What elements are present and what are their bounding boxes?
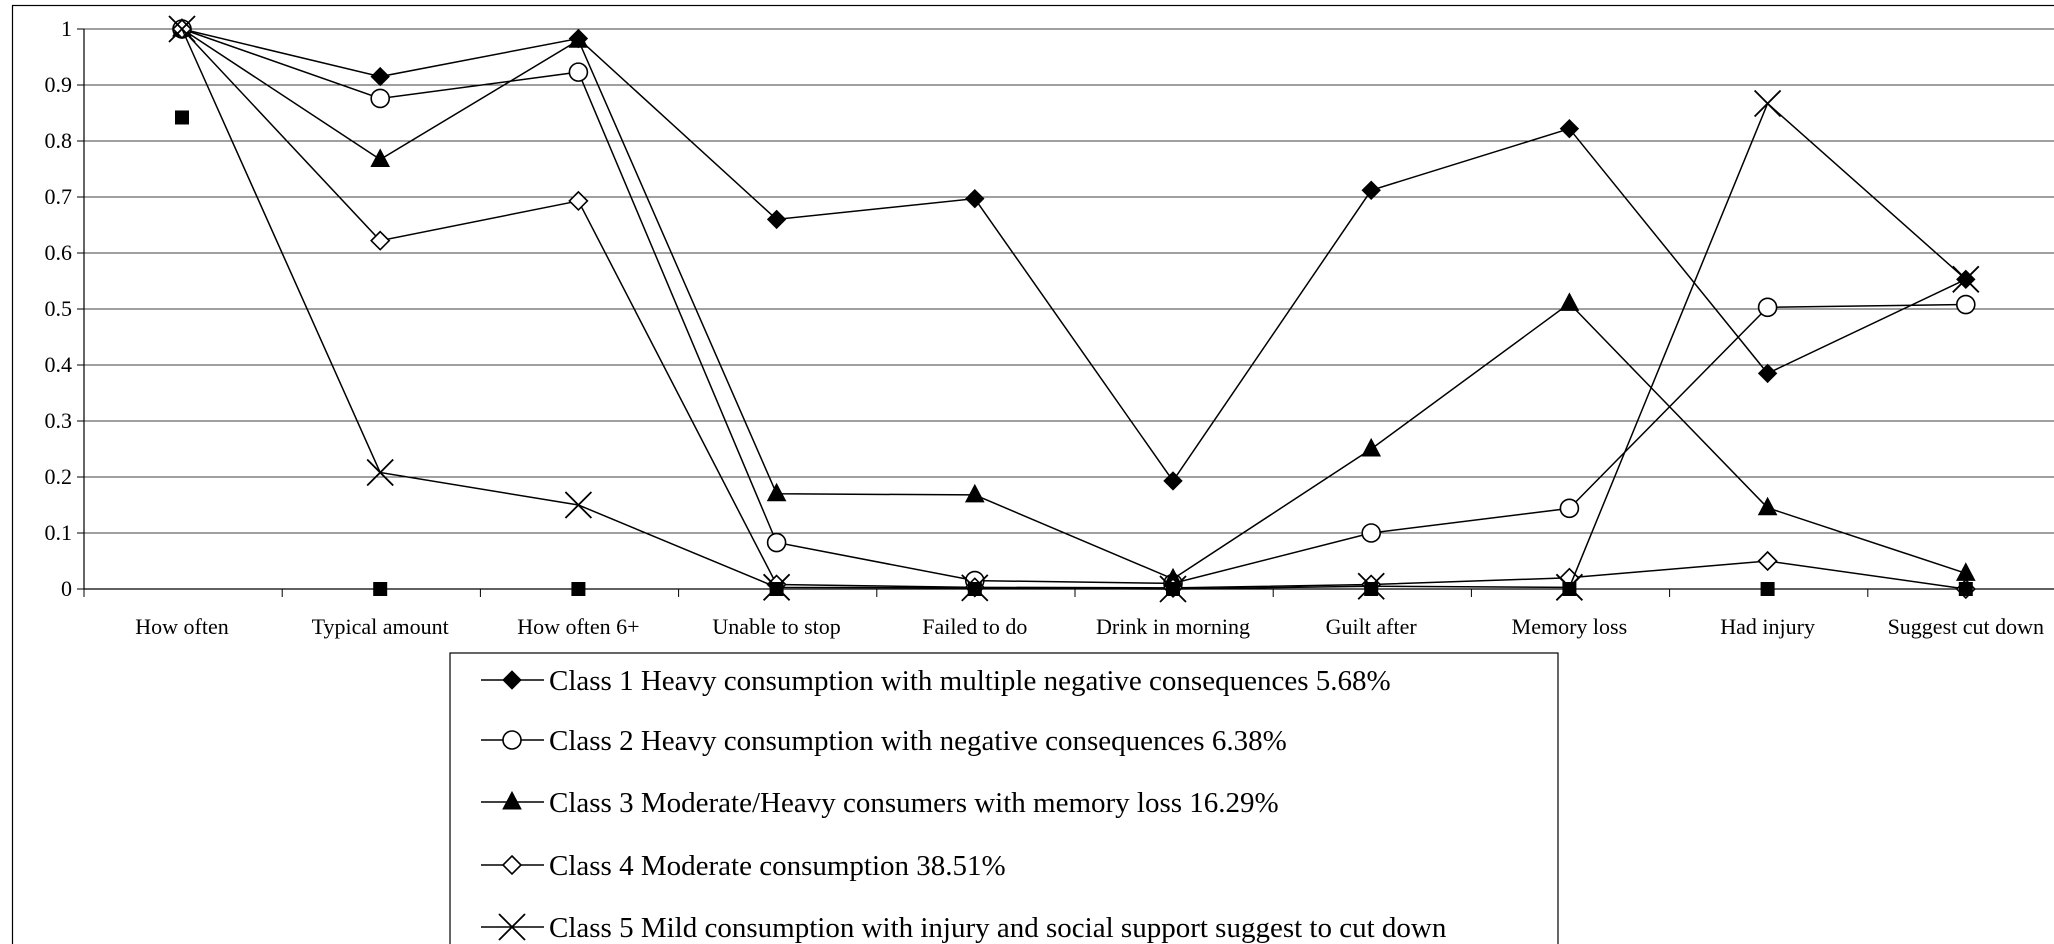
data-point-marker	[502, 670, 522, 690]
data-point-marker	[1757, 363, 1778, 384]
x-tick-label: Suggest cut down	[1888, 614, 2044, 639]
data-point-marker	[373, 582, 388, 596]
data-point-marker	[370, 230, 391, 251]
legend-item: Class 2 Heavy consumption with negative …	[481, 725, 1287, 757]
data-point-marker	[1952, 265, 1980, 293]
data-point-marker	[769, 582, 784, 596]
data-point-marker	[571, 582, 586, 596]
data-point-marker	[502, 790, 522, 810]
series-line	[181, 28, 1967, 590]
y-tick-label: 0.4	[45, 352, 73, 377]
y-tick-label: 0.8	[45, 128, 73, 153]
y-tick-label: 0.6	[45, 240, 73, 265]
data-point-marker	[1760, 582, 1775, 596]
data-point-marker	[964, 483, 985, 503]
data-point-marker	[1364, 582, 1379, 596]
data-point-marker	[502, 730, 522, 750]
data-point-marker	[498, 913, 526, 941]
data-point-marker	[1757, 297, 1778, 318]
data-point-marker	[568, 62, 589, 82]
x-tick-label: How often 6+	[517, 614, 639, 639]
series-line	[181, 28, 1966, 590]
series-line	[181, 28, 1967, 483]
data-point-marker	[766, 209, 787, 230]
data-point-marker	[1166, 582, 1180, 596]
data-point-marker	[965, 188, 985, 209]
data-point-marker	[967, 582, 982, 596]
x-tick-label: Failed to do	[922, 614, 1027, 639]
legend-item: Class 4 Moderate consumption 38.51%	[481, 850, 1006, 882]
legend-label: Class 5 Mild consumption with injury and…	[549, 912, 1447, 944]
x-tick-label: Typical amount	[312, 614, 449, 639]
legend: Class 1 Heavy consumption with multiple …	[449, 652, 1559, 944]
data-point-marker	[1361, 437, 1382, 457]
legend-label: Class 2 Heavy consumption with negative …	[549, 725, 1287, 757]
data-point-marker	[1559, 498, 1580, 519]
data-point-marker	[766, 532, 787, 553]
data-point-marker	[501, 854, 523, 876]
y-tick-label: 0.5	[45, 296, 73, 321]
y-tick-label: 1	[61, 16, 72, 41]
data-point-marker	[1757, 496, 1778, 516]
legend-label: Class 4 Moderate consumption 38.51%	[549, 850, 1006, 882]
legend-item: Class 3 Moderate/Heavy consumers with me…	[481, 787, 1279, 819]
data-point-marker	[370, 66, 390, 87]
x-tick-label: How often	[135, 614, 228, 639]
x-tick-label: Guilt after	[1326, 614, 1418, 639]
series-6	[175, 110, 1973, 596]
data-point-marker	[1562, 582, 1577, 596]
y-tick-label: 0.1	[45, 520, 73, 545]
data-point-marker	[1559, 292, 1580, 311]
series-line	[181, 28, 1966, 585]
data-point-marker	[1757, 550, 1778, 572]
data-point-marker	[1361, 523, 1381, 543]
data-point-marker	[175, 110, 189, 125]
data-point-marker	[168, 15, 196, 43]
data-point-marker	[568, 29, 589, 48]
data-point-marker	[1559, 118, 1580, 139]
data-point-marker	[370, 88, 391, 109]
data-point-marker	[370, 148, 391, 167]
x-tick-label: Drink in morning	[1096, 614, 1250, 639]
legend-label: Class 1 Heavy consumption with multiple …	[549, 665, 1391, 697]
data-series	[168, 15, 1980, 603]
data-point-marker	[568, 190, 589, 212]
data-point-marker	[766, 482, 787, 502]
chart-border	[11, 4, 2054, 944]
y-tick-label: 0	[61, 576, 72, 601]
data-point-marker	[1753, 89, 1782, 118]
y-tick-label: 0.2	[45, 464, 73, 489]
y-tick-label: 0.9	[45, 72, 73, 97]
series-line	[181, 28, 1967, 580]
legend-item: Class 5 Mild consumption with injury and…	[481, 912, 1447, 944]
x-tick-labels: How often Typical amount How often 6+ Unabl…	[135, 614, 2044, 639]
x-tick-label: Memory loss	[1512, 614, 1628, 639]
legend-label: Class 3 Moderate/Heavy consumers with me…	[549, 787, 1279, 819]
y-tick-labels: 0 0.1 0.2 0.3 0.4 0.5 0.6 0.7 0.8 0.9 1	[45, 16, 73, 601]
data-point-marker	[564, 491, 593, 519]
y-tick-label: 0.3	[45, 408, 73, 433]
legend-box	[449, 652, 1559, 944]
data-point-marker	[1958, 582, 1973, 596]
y-tick-label: 0.7	[45, 184, 73, 209]
x-tick-label: Had injury	[1720, 614, 1815, 639]
legend-item: Class 1 Heavy consumption with multiple …	[481, 665, 1391, 697]
x-tick-label: Unable to stop	[712, 614, 840, 639]
data-point-marker	[1956, 294, 1976, 315]
data-point-marker	[1163, 471, 1183, 491]
gridlines	[84, 28, 2054, 534]
data-point-marker	[366, 458, 394, 487]
data-point-marker	[1361, 180, 1381, 200]
